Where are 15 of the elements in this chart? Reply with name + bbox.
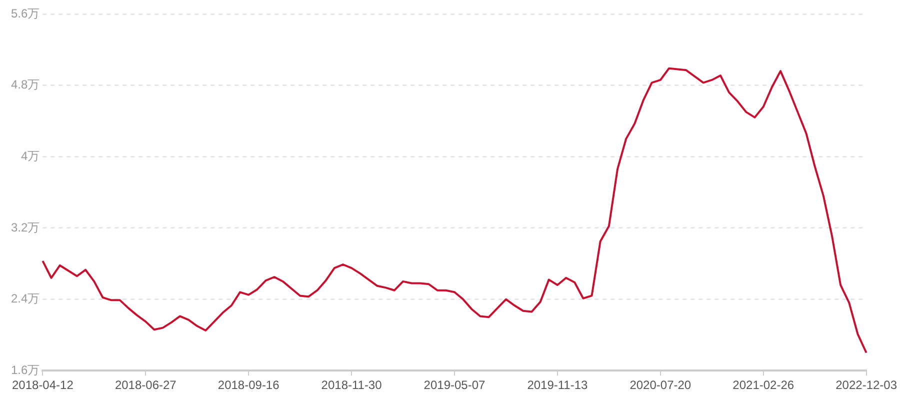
x-tick-label: 2022-12-03 [836, 378, 898, 392]
x-tick-label: 2019-05-07 [424, 378, 486, 392]
x-tick-label: 2020-07-20 [630, 378, 692, 392]
y-tick-label: 1.6万 [10, 362, 40, 377]
x-tick-label: 2018-06-27 [114, 378, 177, 392]
x-tick-label: 2018-04-12 [12, 378, 74, 392]
y-tick-label: 5.6万 [10, 6, 40, 20]
x-tick-label: 2019-11-13 [527, 378, 588, 392]
y-tick-label: 4万 [20, 148, 40, 163]
x-tick-label: 2018-09-16 [218, 378, 280, 392]
y-tick-label: 4.8万 [10, 78, 40, 92]
x-tick-label: 2018-11-30 [321, 378, 382, 392]
y-tick-label: 2.4万 [10, 292, 40, 306]
y-tick-label: 3.2万 [10, 220, 40, 234]
x-tick-label: 2021-02-26 [732, 378, 794, 392]
